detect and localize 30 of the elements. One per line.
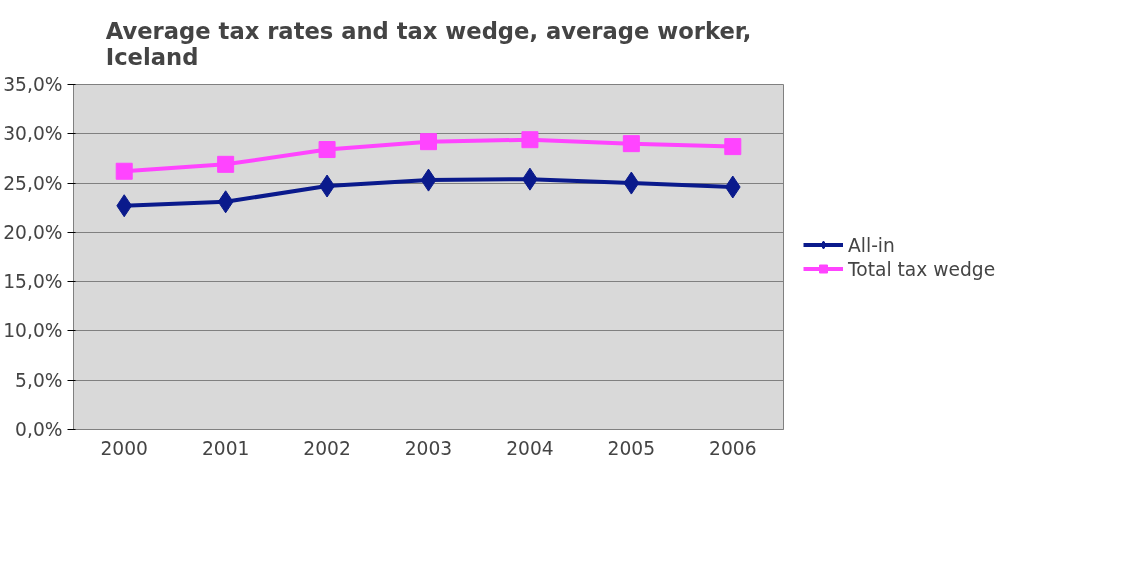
point	[217, 190, 234, 214]
x-tick-label: 2003	[404, 437, 453, 459]
y-tick-label: 0,0%	[15, 419, 63, 440]
x-tick-label: 2006	[709, 437, 757, 459]
x-tick-label: 2000	[100, 437, 148, 459]
point	[115, 162, 133, 180]
y-tick-label: 5,0%	[15, 369, 63, 391]
point	[420, 168, 437, 192]
point	[724, 138, 742, 156]
legend-label: Total tax wedge	[848, 258, 996, 279]
point	[116, 194, 133, 218]
y-tick-label: 15,0%	[3, 271, 63, 293]
y-tick-label: 10,0%	[3, 320, 63, 342]
point	[724, 175, 741, 199]
y-tick-label: 35,0%	[3, 74, 63, 95]
x-tick-label: 2001	[201, 437, 250, 459]
x-tick-label: 2005	[607, 437, 656, 459]
point	[420, 133, 437, 151]
y-tick-label: 20,0%	[3, 221, 63, 243]
legend-label: All-in	[848, 234, 895, 255]
point	[318, 141, 336, 159]
point	[217, 155, 235, 173]
chart-title: Average tax rates and tax wedge, average worker, Iceland	[105, 17, 752, 70]
point	[623, 171, 640, 195]
point	[521, 131, 539, 149]
y-tick-label: 25,0%	[3, 172, 63, 194]
y-tick-label: 30,0%	[3, 123, 63, 145]
point	[622, 135, 640, 153]
x-tick-label: 2004	[506, 437, 554, 459]
x-tick-label: 2002	[303, 437, 351, 459]
